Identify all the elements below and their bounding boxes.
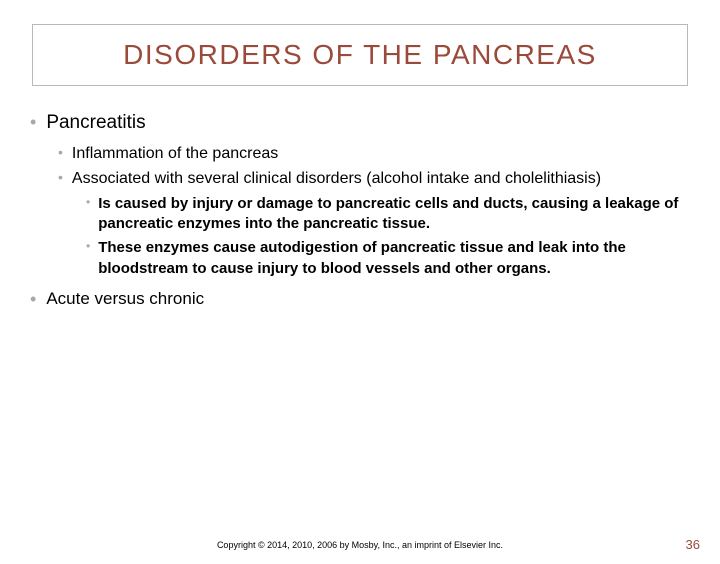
page-number: 36	[686, 537, 700, 552]
bullet-icon: •	[58, 143, 63, 165]
slide-title: DISORDERS OF THE PANCREAS	[53, 39, 667, 71]
bullet-icon: •	[30, 110, 36, 137]
slide-content: • Pancreatitis • Inflammation of the pan…	[30, 110, 690, 312]
bullet-icon: •	[30, 287, 36, 312]
bullet-level3: • These enzymes cause autodigestion of p…	[86, 238, 690, 279]
bullet-text: Acute versus chronic	[46, 287, 204, 312]
bullet-text: Inflammation of the pancreas	[72, 143, 278, 165]
title-container: DISORDERS OF THE PANCREAS	[32, 24, 688, 86]
bullet-icon: •	[58, 168, 63, 190]
bullet-text: Is caused by injury or damage to pancrea…	[98, 194, 690, 235]
bullet-text: Pancreatitis	[46, 110, 145, 137]
bullet-level1: • Acute versus chronic	[30, 287, 690, 312]
bullet-level2: • Inflammation of the pancreas	[58, 143, 690, 165]
bullet-level1: • Pancreatitis	[30, 110, 690, 137]
bullet-text: Associated with several clinical disorde…	[72, 168, 601, 190]
bullet-text: These enzymes cause autodigestion of pan…	[98, 238, 690, 279]
bullet-level2: • Associated with several clinical disor…	[58, 168, 690, 190]
copyright-footer: Copyright © 2014, 2010, 2006 by Mosby, I…	[0, 540, 720, 550]
bullet-icon: •	[86, 238, 90, 279]
bullet-icon: •	[86, 194, 90, 235]
bullet-level3: • Is caused by injury or damage to pancr…	[86, 194, 690, 235]
